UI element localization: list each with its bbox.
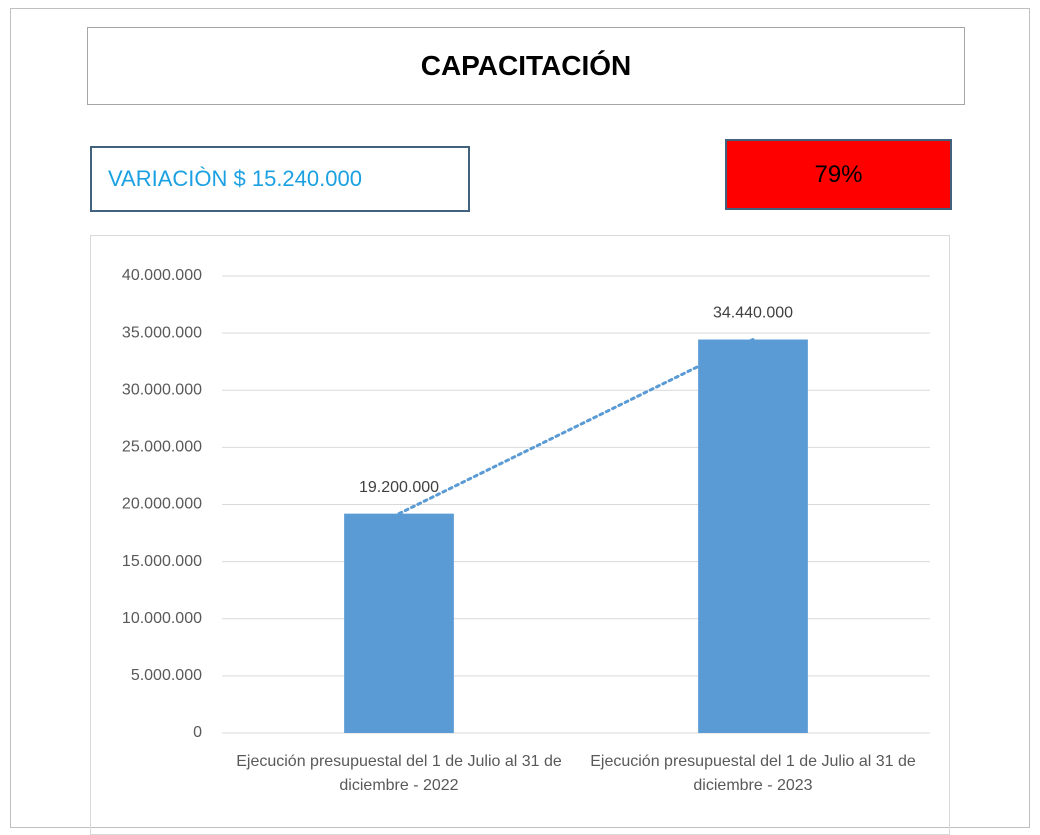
y-tick-label: 30.000.000: [122, 381, 202, 398]
y-tick-label: 20.000.000: [122, 496, 202, 513]
variation-box: VARIACIÒN $ 15.240.000: [90, 146, 470, 212]
bar: [344, 513, 454, 733]
title-box: CAPACITACIÓN: [87, 27, 965, 105]
x-tick-label: Ejecución presupuestal del 1 de Julio al…: [590, 753, 916, 794]
chart: 0 5.000.000 10.000.000 15.000.000 20.000.000…: [122, 267, 930, 741]
data-label: 19.200.000: [359, 479, 439, 496]
y-tick-label: 5.000.000: [131, 667, 202, 684]
chart-title: CAPACITACIÓN: [420, 50, 632, 81]
y-tick-label: 35.000.000: [122, 324, 202, 341]
page: CAPACITACIÓN VARIACIÒN $ 15.240.000 79% …: [10, 8, 1030, 835]
x-tick-label: Ejecución presupuestal del 1 de Julio al…: [236, 753, 562, 794]
variation-label: VARIACIÒN $ 15.240.000: [108, 166, 362, 191]
y-tick-label: 10.000.000: [122, 610, 202, 627]
y-tick-label: 25.000.000: [122, 439, 202, 456]
bar: [698, 339, 808, 733]
trendline: [397, 338, 755, 516]
percentage-label: 79%: [814, 160, 863, 188]
y-tick-label: 15.000.000: [122, 553, 202, 570]
percentage-box: 79%: [725, 139, 952, 210]
y-tick-label: 40.000.000: [122, 267, 202, 284]
data-label: 34.440.000: [713, 305, 793, 322]
y-tick-label: 0: [193, 724, 202, 741]
